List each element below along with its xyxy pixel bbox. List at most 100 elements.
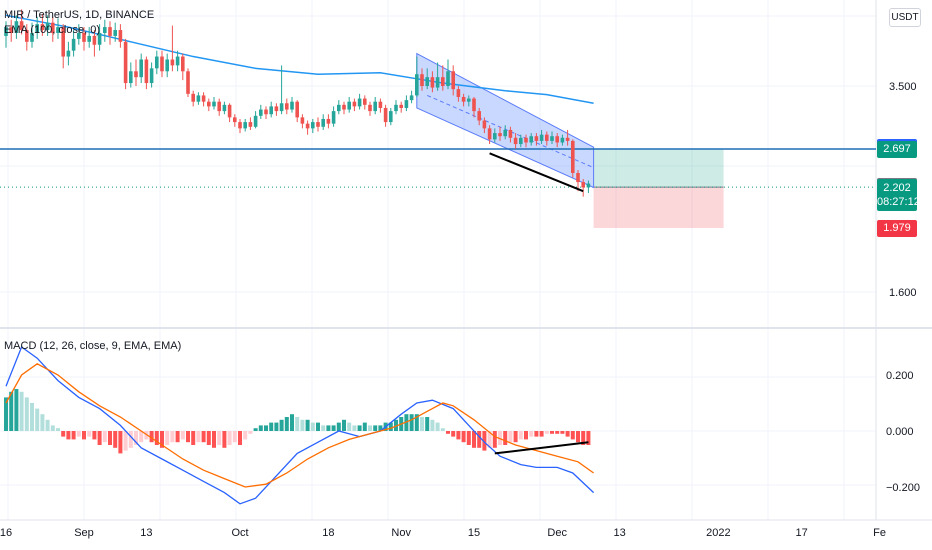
histogram-bar	[461, 431, 466, 443]
candle-body	[118, 30, 123, 42]
histogram-bar	[279, 419, 284, 431]
currency-label[interactable]: USDT	[889, 8, 921, 27]
histogram-bar	[466, 431, 471, 445]
histogram-bar	[565, 431, 570, 437]
histogram-bar	[222, 431, 227, 448]
candle-body	[186, 71, 190, 94]
histogram-bar	[524, 431, 528, 440]
histogram-bar	[576, 431, 580, 443]
histogram-bar	[238, 431, 242, 445]
candle-body	[160, 56, 164, 72]
histogram-bar	[61, 431, 66, 437]
histogram-bar	[357, 425, 362, 431]
candle-body	[300, 117, 305, 124]
time-tick: 13	[613, 527, 625, 539]
candle-body	[539, 134, 544, 141]
histogram-bar	[420, 417, 424, 431]
candle-body	[550, 136, 554, 141]
candle-body	[472, 98, 476, 112]
candle-body	[45, 22, 50, 31]
candle-body	[259, 109, 263, 116]
candle-body	[576, 172, 580, 183]
candle-body	[446, 71, 450, 86]
histogram-bar	[71, 431, 76, 440]
candle-body	[253, 115, 258, 127]
histogram-bar	[160, 431, 164, 448]
countdown-label: 08:27:12	[877, 196, 920, 209]
histogram-bar	[14, 389, 19, 431]
candle-body	[279, 103, 284, 112]
time-tick: Dec	[547, 527, 567, 539]
histogram-bar	[19, 391, 24, 431]
histogram-bar	[45, 419, 50, 431]
histogram-bar	[560, 431, 565, 434]
histogram-bar	[295, 417, 300, 431]
candle-body	[425, 77, 429, 86]
candle-body	[451, 71, 455, 90]
macd-line	[5, 345, 595, 505]
histogram-bar	[352, 425, 357, 431]
candle-body	[404, 100, 409, 108]
candle-body	[586, 183, 591, 188]
price-tick: 3.500	[889, 81, 917, 93]
histogram-bar	[186, 431, 190, 443]
time-tick: 16	[0, 527, 12, 539]
candle-body	[529, 136, 533, 143]
histogram-bar	[227, 431, 232, 445]
histogram-bar	[477, 431, 482, 448]
candle-body	[399, 104, 403, 108]
candle-body	[82, 32, 86, 42]
histogram-bar	[284, 417, 289, 431]
macd-tick: 0.200	[886, 370, 914, 382]
histogram-bar	[316, 422, 320, 431]
histogram-bar	[581, 431, 586, 445]
candle-body	[222, 104, 227, 112]
histogram-bar	[217, 431, 222, 445]
histogram-bar	[87, 431, 92, 437]
macd-tick: −0.200	[886, 482, 920, 494]
histogram-bar	[373, 425, 378, 431]
price-tick: 1.600	[889, 287, 917, 299]
histogram-bar	[508, 431, 513, 443]
candle-body	[435, 77, 440, 88]
candle-body	[498, 133, 502, 137]
time-tick: Oct	[231, 527, 248, 539]
candle-body	[487, 128, 492, 140]
time-tick: Nov	[391, 527, 411, 539]
price-badge: 2.202 08:27:12	[877, 179, 920, 212]
histogram-bar	[388, 422, 393, 431]
histogram-bar	[206, 431, 211, 445]
price-badge: 2.697	[877, 141, 917, 158]
time-tick: 17	[795, 527, 807, 539]
histogram-bar	[134, 431, 138, 445]
candle-body	[175, 56, 180, 66]
histogram-bar	[446, 431, 450, 434]
candle-body	[493, 133, 497, 140]
histogram-bar	[482, 431, 487, 451]
histogram-bar	[326, 425, 331, 431]
candle-body	[201, 95, 206, 102]
candle-body	[316, 122, 320, 127]
macd-histogram	[4, 389, 591, 454]
histogram-bar	[336, 422, 341, 431]
histogram-bar	[165, 431, 170, 445]
candle-body	[581, 182, 585, 188]
histogram-bar	[232, 431, 237, 443]
candle-body	[77, 32, 81, 39]
candle-body	[461, 96, 466, 102]
histogram-bar	[492, 431, 497, 448]
candle-body	[243, 122, 247, 129]
channel-fill	[416, 52, 595, 189]
candle-body	[97, 32, 102, 45]
histogram-bar	[290, 414, 294, 431]
histogram-bar	[56, 428, 60, 431]
candle-body	[311, 122, 315, 129]
time-tick: 13	[140, 527, 152, 539]
candle-body	[155, 56, 159, 69]
candle-body	[170, 59, 175, 66]
candle-body	[477, 111, 481, 121]
candle-body	[394, 104, 398, 112]
histogram-bar	[212, 431, 216, 448]
macd-trendline-line	[494, 441, 589, 455]
